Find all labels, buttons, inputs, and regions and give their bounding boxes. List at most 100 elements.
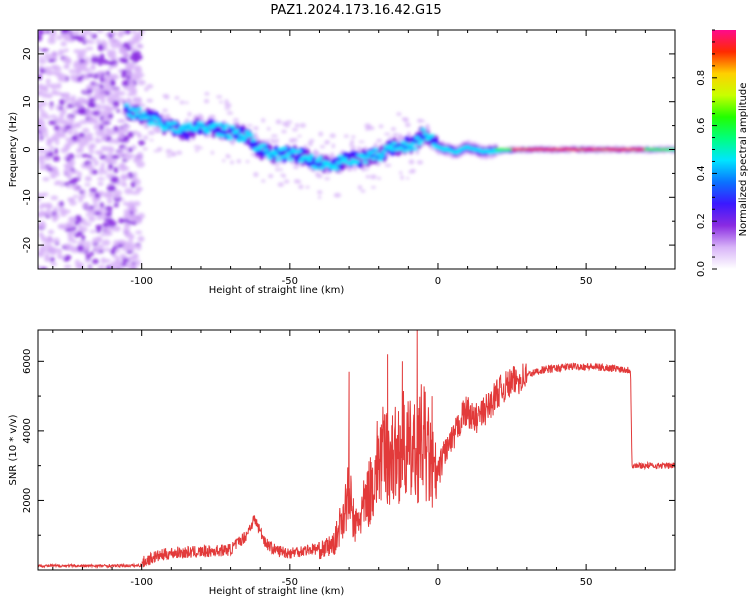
noise-blob xyxy=(110,49,117,56)
noise-blob xyxy=(50,51,58,59)
noise-blob xyxy=(137,212,145,219)
noise-blob xyxy=(70,98,77,106)
noise-blob xyxy=(137,79,146,86)
noise-blob xyxy=(107,220,117,228)
noise-blob xyxy=(319,145,325,149)
noise-blob xyxy=(128,201,135,208)
noise-blob xyxy=(416,160,424,165)
noise-blob xyxy=(131,176,138,182)
ridge-blob xyxy=(412,147,419,151)
noise-blob xyxy=(73,122,80,128)
noise-blob xyxy=(79,109,88,115)
ridge-blob xyxy=(186,122,193,126)
noise-blob xyxy=(76,231,83,237)
noise-blob xyxy=(376,138,383,143)
noise-blob xyxy=(40,48,49,52)
noise-blob xyxy=(56,35,63,40)
spectrogram-x-axis: -100 -50 0 50 xyxy=(52,30,676,287)
noise-blob xyxy=(126,250,134,254)
noise-blob xyxy=(112,100,120,107)
noise-blob xyxy=(63,264,72,269)
noise-blob xyxy=(74,259,81,265)
noise-blob xyxy=(59,112,65,119)
noise-blob xyxy=(224,99,229,104)
noise-blob xyxy=(47,211,53,217)
noise-blob xyxy=(126,65,133,72)
noise-blob xyxy=(377,176,381,180)
noise-blob xyxy=(358,140,365,143)
noise-blob xyxy=(127,147,133,153)
noise-blob xyxy=(93,197,101,203)
noise-blob xyxy=(147,130,155,136)
noise-blob xyxy=(318,131,324,137)
noise-blob xyxy=(94,94,101,98)
noise-blob xyxy=(84,244,92,248)
noise-blob xyxy=(133,56,142,61)
noise-blob xyxy=(60,41,67,47)
noise-blob xyxy=(74,60,81,66)
ridge-blob xyxy=(337,154,344,159)
noise-blob xyxy=(107,152,113,160)
noise-blob xyxy=(82,40,87,45)
noise-blob xyxy=(131,77,140,81)
noise-blob xyxy=(125,124,131,129)
noise-blob xyxy=(121,175,131,179)
ridge-blob xyxy=(273,153,280,157)
noise-blob xyxy=(60,119,67,123)
snr-x-label: Height of straight line (km) xyxy=(209,586,345,597)
ridge-blob xyxy=(217,123,224,127)
noise-blob xyxy=(392,133,400,137)
noise-blob xyxy=(89,251,95,257)
snr-frame xyxy=(37,329,676,571)
noise-blob xyxy=(54,125,60,131)
noise-blob xyxy=(112,245,117,250)
noise-blob xyxy=(38,232,44,237)
noise-blob xyxy=(88,97,96,103)
noise-blob xyxy=(55,118,61,125)
noise-blob xyxy=(120,262,127,267)
noise-blob xyxy=(38,160,46,165)
ridge-blob xyxy=(314,159,321,163)
noise-blob xyxy=(97,70,103,77)
noise-blob xyxy=(129,255,137,262)
noise-blob xyxy=(193,145,201,149)
noise-blob xyxy=(63,167,73,175)
ridge-blob xyxy=(144,111,151,118)
noise-blob xyxy=(115,96,120,100)
ridge-blob xyxy=(260,151,267,158)
ridge-blob xyxy=(318,166,325,170)
noise-blob xyxy=(38,58,47,64)
noise-blob xyxy=(267,126,271,131)
noise-blob xyxy=(121,69,127,75)
noise-blob xyxy=(137,97,142,105)
noise-blob xyxy=(49,249,57,256)
noise-blob xyxy=(43,66,52,71)
ridge-blob xyxy=(300,147,306,154)
noise-blob xyxy=(110,79,116,86)
noise-blob xyxy=(97,264,106,269)
noise-blob xyxy=(291,128,298,132)
noise-blob xyxy=(84,175,92,182)
noise-blob xyxy=(47,229,55,235)
noise-blob xyxy=(294,123,300,128)
noise-blob xyxy=(86,74,94,78)
noise-blob xyxy=(127,220,133,225)
colorbar-tick-label: 0.4 xyxy=(696,165,707,181)
noise-blob xyxy=(52,66,62,72)
noise-blob xyxy=(115,39,121,43)
noise-blob xyxy=(87,92,92,98)
noise-blob xyxy=(73,130,78,137)
noise-blob xyxy=(62,56,71,64)
noise-blob xyxy=(365,175,370,179)
noise-blob xyxy=(57,77,63,82)
noise-blob xyxy=(66,184,72,189)
noise-blob xyxy=(135,72,145,78)
noise-blob xyxy=(230,160,234,165)
noise-blob xyxy=(44,255,50,261)
noise-blob xyxy=(38,34,43,42)
noise-blob xyxy=(95,226,102,233)
ridge-blob xyxy=(175,129,182,134)
noise-blob xyxy=(105,212,112,217)
ridge-blob xyxy=(422,132,429,136)
noise-blob xyxy=(90,56,100,64)
